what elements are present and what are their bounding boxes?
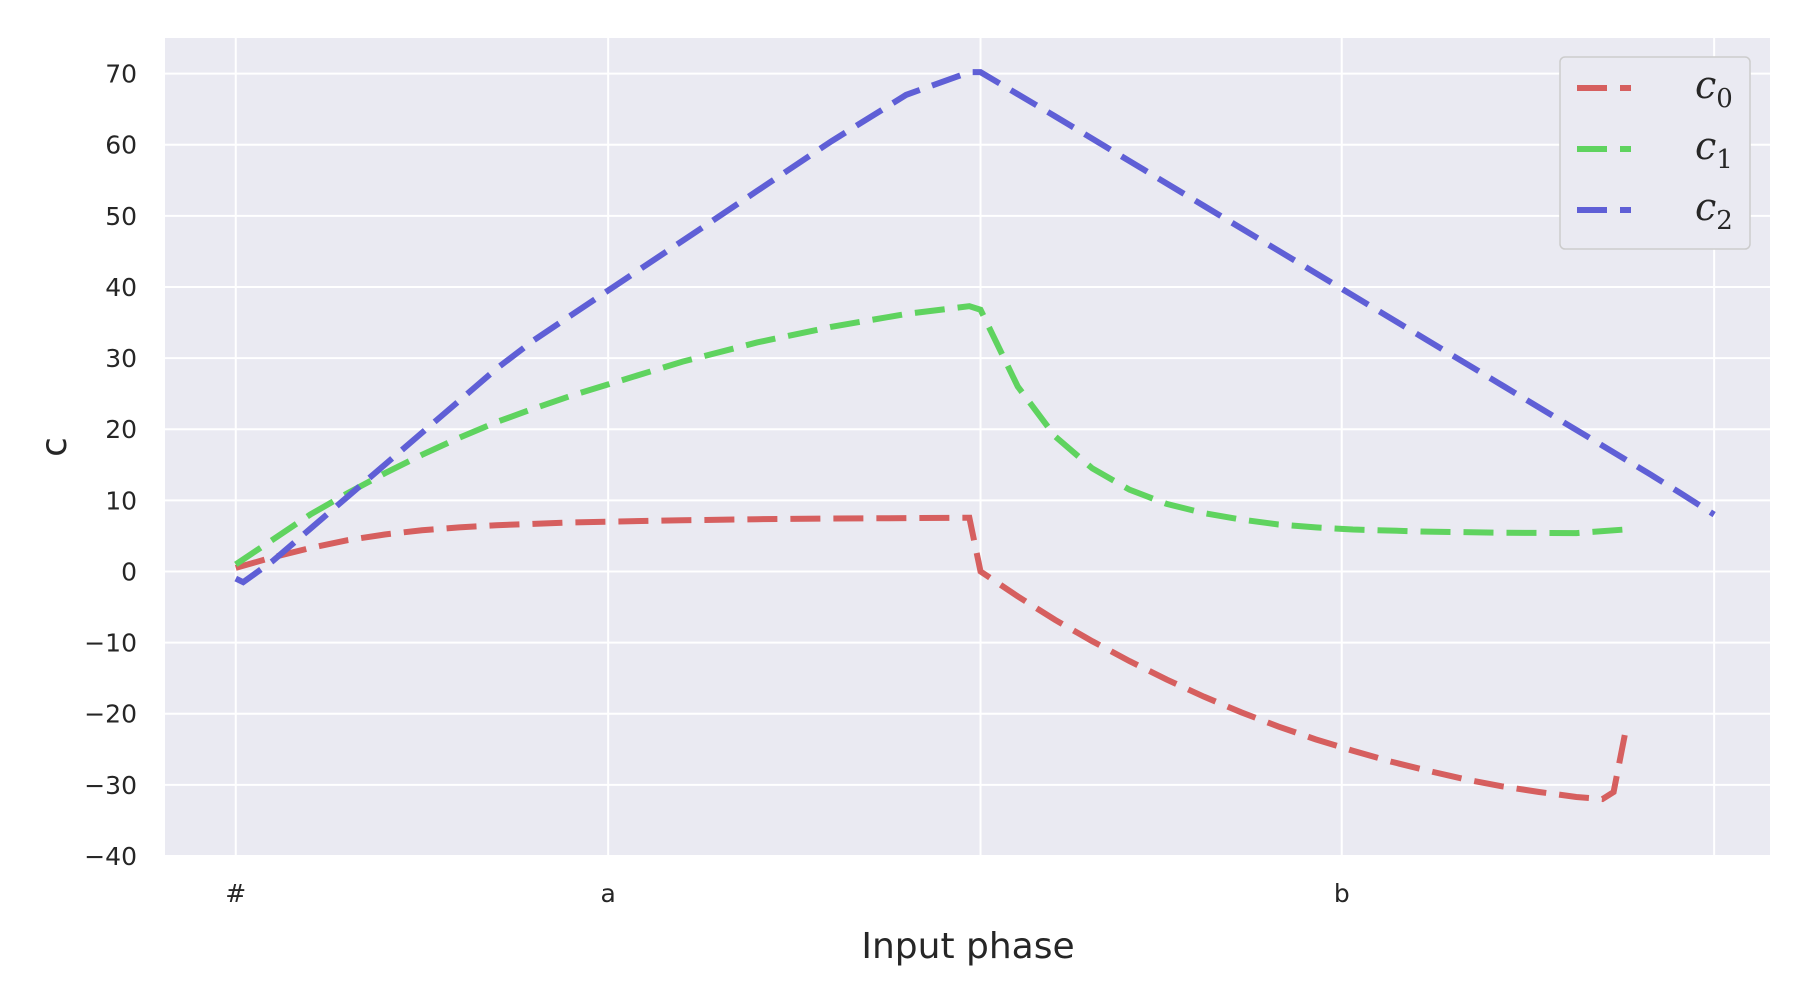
legend-items: c0 c1 c2 (1577, 63, 1733, 236)
y-tick-label: 60 (105, 131, 137, 160)
y-axis-label: c (34, 437, 75, 457)
legend-label: c0 (1695, 63, 1733, 114)
tick-labels: −40 −30 −20 −10 0 10 20 30 40 50 60 70 # a b (84, 60, 1349, 908)
y-tick-label: 30 (105, 344, 137, 373)
y-tick-label: 70 (105, 60, 137, 89)
legend-label: c1 (1695, 124, 1733, 175)
x-axis-label: Input phase (861, 926, 1074, 967)
legend: c0 c1 c2 (1559, 56, 1751, 250)
grid (165, 38, 1770, 857)
y-tick-label: 40 (105, 273, 137, 302)
y-tick-label: 10 (105, 486, 137, 515)
y-tick-label: 20 (105, 415, 137, 444)
y-tick-label: 50 (105, 202, 137, 231)
x-tick-label: a (600, 879, 615, 908)
y-tick-label: −20 (84, 700, 137, 729)
y-tick-label: −30 (84, 771, 137, 800)
series-line-c2 (234, 69, 1716, 586)
x-tick-label: b (1334, 879, 1350, 908)
legend-box (1559, 56, 1751, 250)
series-lines (234, 69, 1716, 803)
legend-label: c2 (1695, 185, 1733, 236)
y-tick-label: −10 (84, 629, 137, 658)
y-tick-label: −40 (84, 842, 137, 871)
x-tick-label: # (225, 879, 246, 908)
series-line-c1 (234, 303, 1625, 567)
y-tick-label: 0 (121, 557, 137, 586)
series-line-c0 (234, 514, 1628, 803)
